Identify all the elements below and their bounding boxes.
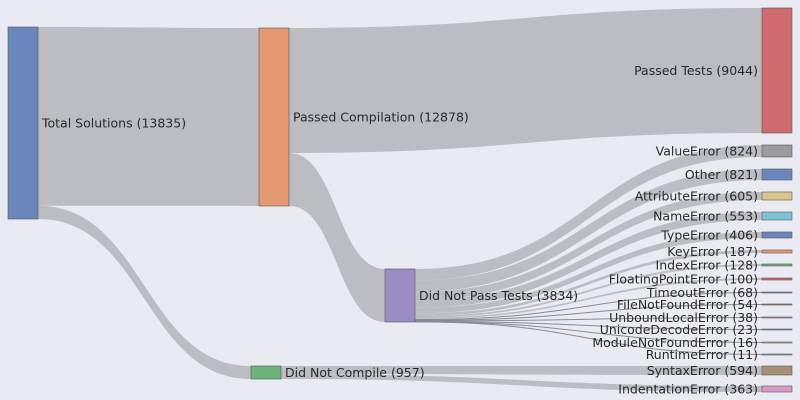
node-label-floatingpointerror: FloatingPointError (100) — [609, 272, 758, 287]
node-label-indexerror: IndexError (128) — [656, 258, 758, 273]
link-notpass-to-nameerror — [415, 212, 762, 308]
node-passed — [761, 7, 793, 134]
node-label-modulenotfounderror: ModuleNotFoundError (16) — [592, 335, 758, 350]
node-valueerror — [761, 144, 793, 158]
node-label-total: Total Solutions (13835) — [41, 116, 186, 131]
node-filenotfounderror — [761, 303, 793, 306]
node-typeerror — [761, 231, 793, 239]
node-notpass — [384, 268, 416, 323]
link-notcomp-to-syntaxerror — [281, 366, 762, 375]
node-label-attributeerror: AttributeError (605) — [635, 189, 758, 204]
node-label-notcomp: Did Not Compile (957) — [285, 365, 425, 380]
node-label-typeerror: TypeError (406) — [660, 228, 758, 243]
node-label-timeouterror: TimeoutError (68) — [646, 285, 758, 300]
node-passcomp — [258, 27, 290, 207]
links-layer — [38, 8, 763, 392]
node-label-other: Other (821) — [685, 167, 758, 182]
node-label-valueerror: ValueError (824) — [656, 144, 758, 159]
node-syntaxerror — [761, 365, 793, 376]
node-label-syntaxerror: SyntaxError (594) — [647, 363, 758, 378]
node-label-notpass: Did Not Pass Tests (3834) — [419, 288, 578, 303]
node-label-indentationerror: IndentationError (363) — [618, 382, 758, 397]
node-label-nameerror: NameError (553) — [653, 209, 758, 224]
nodes-layer — [7, 7, 793, 393]
link-notpass-to-attributeerror — [415, 192, 762, 301]
node-keyerror — [761, 249, 793, 254]
node-label-passed: Passed Tests (9044) — [634, 63, 758, 78]
link-notpass-to-indexerror — [415, 264, 762, 318]
node-label-unicodedecodeerror: UnicodeDecodeError (23) — [600, 322, 758, 337]
labels-layer: Total Solutions (13835) Passed Compilatio… — [41, 63, 758, 397]
link-notcomp-to-indentationerror — [281, 374, 762, 392]
node-runtimeerror — [761, 353, 793, 356]
link-notpass-to-keyerror — [415, 250, 762, 316]
node-label-keyerror: KeyError (187) — [667, 244, 758, 259]
node-modulenotfounderror — [761, 341, 793, 344]
link-notpass-to-typeerror — [415, 232, 762, 314]
link-passcomp-to-passed — [289, 8, 762, 154]
link-total-to-notcomp — [38, 205, 251, 379]
node-label-runtimeerror: RuntimeError (11) — [646, 347, 758, 362]
link-passcomp-to-notpass — [289, 153, 385, 322]
link-notpass-to-filenotfounderror — [414, 304, 763, 321]
node-indentationerror — [761, 385, 793, 393]
link-notpass-to-runtimeerror — [414, 321, 763, 355]
node-label-filenotfounderror: FileNotFoundError (54) — [617, 297, 758, 312]
link-notpass-to-unicodedecodeerror — [414, 320, 763, 330]
link-notpass-to-modulenotfounderror — [414, 321, 763, 343]
link-notpass-to-other — [415, 169, 762, 292]
node-floatingpointerror — [761, 277, 793, 281]
node-label-passcomp: Passed Compilation (12878) — [293, 110, 469, 125]
node-unboundlocalerror — [761, 316, 793, 319]
node-other — [761, 168, 793, 181]
node-attributeerror — [761, 191, 793, 201]
link-notpass-to-floatingpointerror — [415, 278, 762, 320]
link-notpass-to-unboundlocalerror — [414, 317, 763, 322]
link-notpass-to-valueerror — [415, 145, 762, 281]
node-timeouterror — [761, 291, 793, 294]
node-nameerror — [761, 211, 793, 221]
link-notpass-to-timeouterror — [414, 292, 763, 321]
link-total-to-passcomp — [38, 27, 259, 206]
node-indexerror — [761, 263, 793, 267]
node-label-unboundlocalerror: UnboundLocalError (38) — [609, 310, 758, 325]
node-unicodedecodeerror — [761, 328, 793, 331]
node-total — [7, 26, 39, 220]
node-notcomp — [250, 365, 282, 380]
